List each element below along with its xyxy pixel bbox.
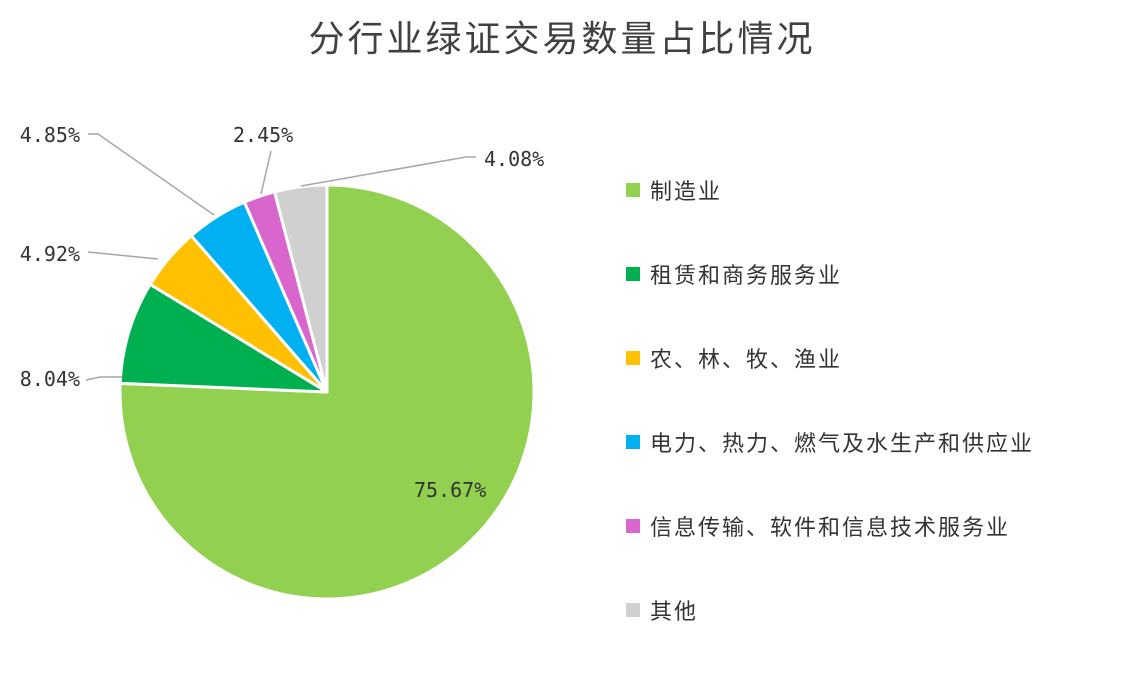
legend-item-5: 信息传输、软件和信息技术服务业 [626,506,1010,546]
legend-swatch [626,603,640,617]
legend-label: 农、林、牧、渔业 [650,348,843,373]
data-label-6: 4.08% [484,147,544,171]
data-label-4: 4.85% [20,123,80,147]
legend-label: 其他 [650,600,699,625]
legend-item-4: 电力、热力、燃气及水生产和供应业 [626,422,1034,462]
leader-line-4 [88,133,215,216]
leader-line-3 [87,251,159,260]
legend-label: 制造业 [650,180,723,205]
legend-swatch [626,183,640,197]
data-label-2: 8.04% [20,367,80,391]
legend-item-6: 其他 [626,590,698,630]
data-label-1: 75.67% [414,478,486,502]
leader-line-5 [260,150,272,195]
legend-label: 租赁和商务服务业 [650,264,843,289]
pie-slice-2 [118,282,329,394]
legend-label: 电力、热力、燃气及水生产和供应业 [650,432,1035,457]
pie-slice-6 [273,183,329,394]
leader-line-6 [300,156,476,187]
leader-line-2 [85,376,122,381]
legend-item-1: 制造业 [626,170,722,210]
legend-swatch [626,267,640,281]
legend-item-3: 农、林、牧、渔业 [626,338,842,378]
chart-title: 分行业绿证交易数量占比情况 [308,19,816,60]
data-label-3: 4.92% [20,242,80,266]
legend-item-2: 租赁和商务服务业 [626,254,842,294]
legend-label: 信息传输、软件和信息技术服务业 [650,516,1011,541]
legend-swatch [626,519,640,533]
legend-swatch [626,351,640,365]
legend-swatch [626,435,640,449]
pie-slice-1 [118,183,536,601]
data-label-5: 2.45% [233,123,293,147]
